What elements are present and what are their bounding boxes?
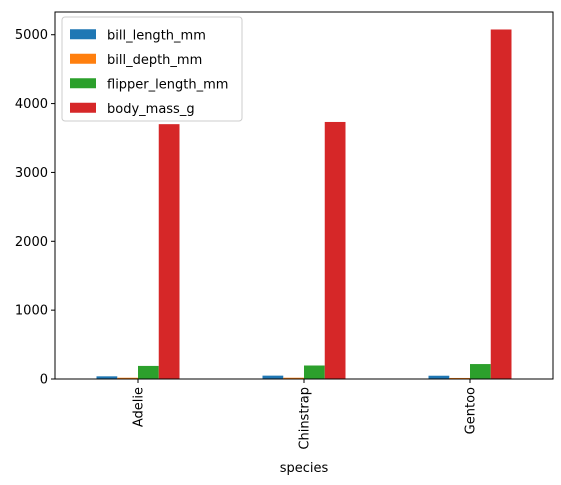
x-axis-label: species [280, 461, 329, 476]
bar-flipper_length_mm-Chinstrap [304, 365, 325, 379]
bar-body_mass_g-Chinstrap [324, 121, 346, 380]
legend-swatch-body_mass_g [70, 102, 96, 113]
y-tick-label: 4000 [15, 97, 48, 112]
y-tick-label: 2000 [15, 235, 48, 250]
bar-bill_depth_mm-Chinstrap [283, 377, 304, 379]
bar-bill_depth_mm-Adelie [117, 377, 138, 379]
y-tick-label: 5000 [15, 28, 48, 43]
x-tick-label: Gentoo [464, 387, 479, 434]
x-tick-label: Chinstrap [298, 387, 313, 450]
legend-swatch-flipper_length_mm [70, 78, 96, 89]
legend-label-bill_depth_mm: bill_depth_mm [107, 53, 202, 68]
y-tick-label: 3000 [15, 166, 48, 181]
plot-frame [54, 11, 554, 380]
legend-label-body_mass_g: body_mass_g [107, 102, 195, 117]
legend: bill_length_mm bill_depth_mm flipper_lengt… [61, 16, 243, 122]
legend-label-bill_length_mm: bill_length_mm [107, 28, 206, 43]
legend-swatch-bill_length_mm [70, 29, 96, 40]
bar-flipper_length_mm-Adelie [138, 365, 159, 379]
bar-bill_length_mm-Adelie [96, 376, 118, 379]
bar-bill_depth_mm-Gentoo [449, 377, 470, 379]
bar-flipper_length_mm-Gentoo [470, 364, 491, 379]
bar-body_mass_g-Gentoo [490, 29, 512, 379]
bar-body_mass_g-Adelie [158, 124, 180, 379]
y-tick-label: 0 [40, 373, 48, 388]
y-tick-label: 1000 [15, 304, 48, 319]
x-axis: Adelie Chinstrap Gentoo [132, 379, 479, 450]
legend-label-flipper_length_mm: flipper_length_mm [107, 77, 228, 92]
bar-bill_length_mm-Gentoo [428, 375, 450, 379]
legend-swatch-bill_depth_mm [70, 53, 96, 64]
legend-box [61, 16, 243, 122]
bar-bill_length_mm-Chinstrap [262, 375, 284, 379]
bars [96, 29, 512, 380]
x-tick-label: Adelie [132, 387, 147, 427]
y-axis: 0 1000 2000 3000 4000 5000 [15, 28, 55, 388]
